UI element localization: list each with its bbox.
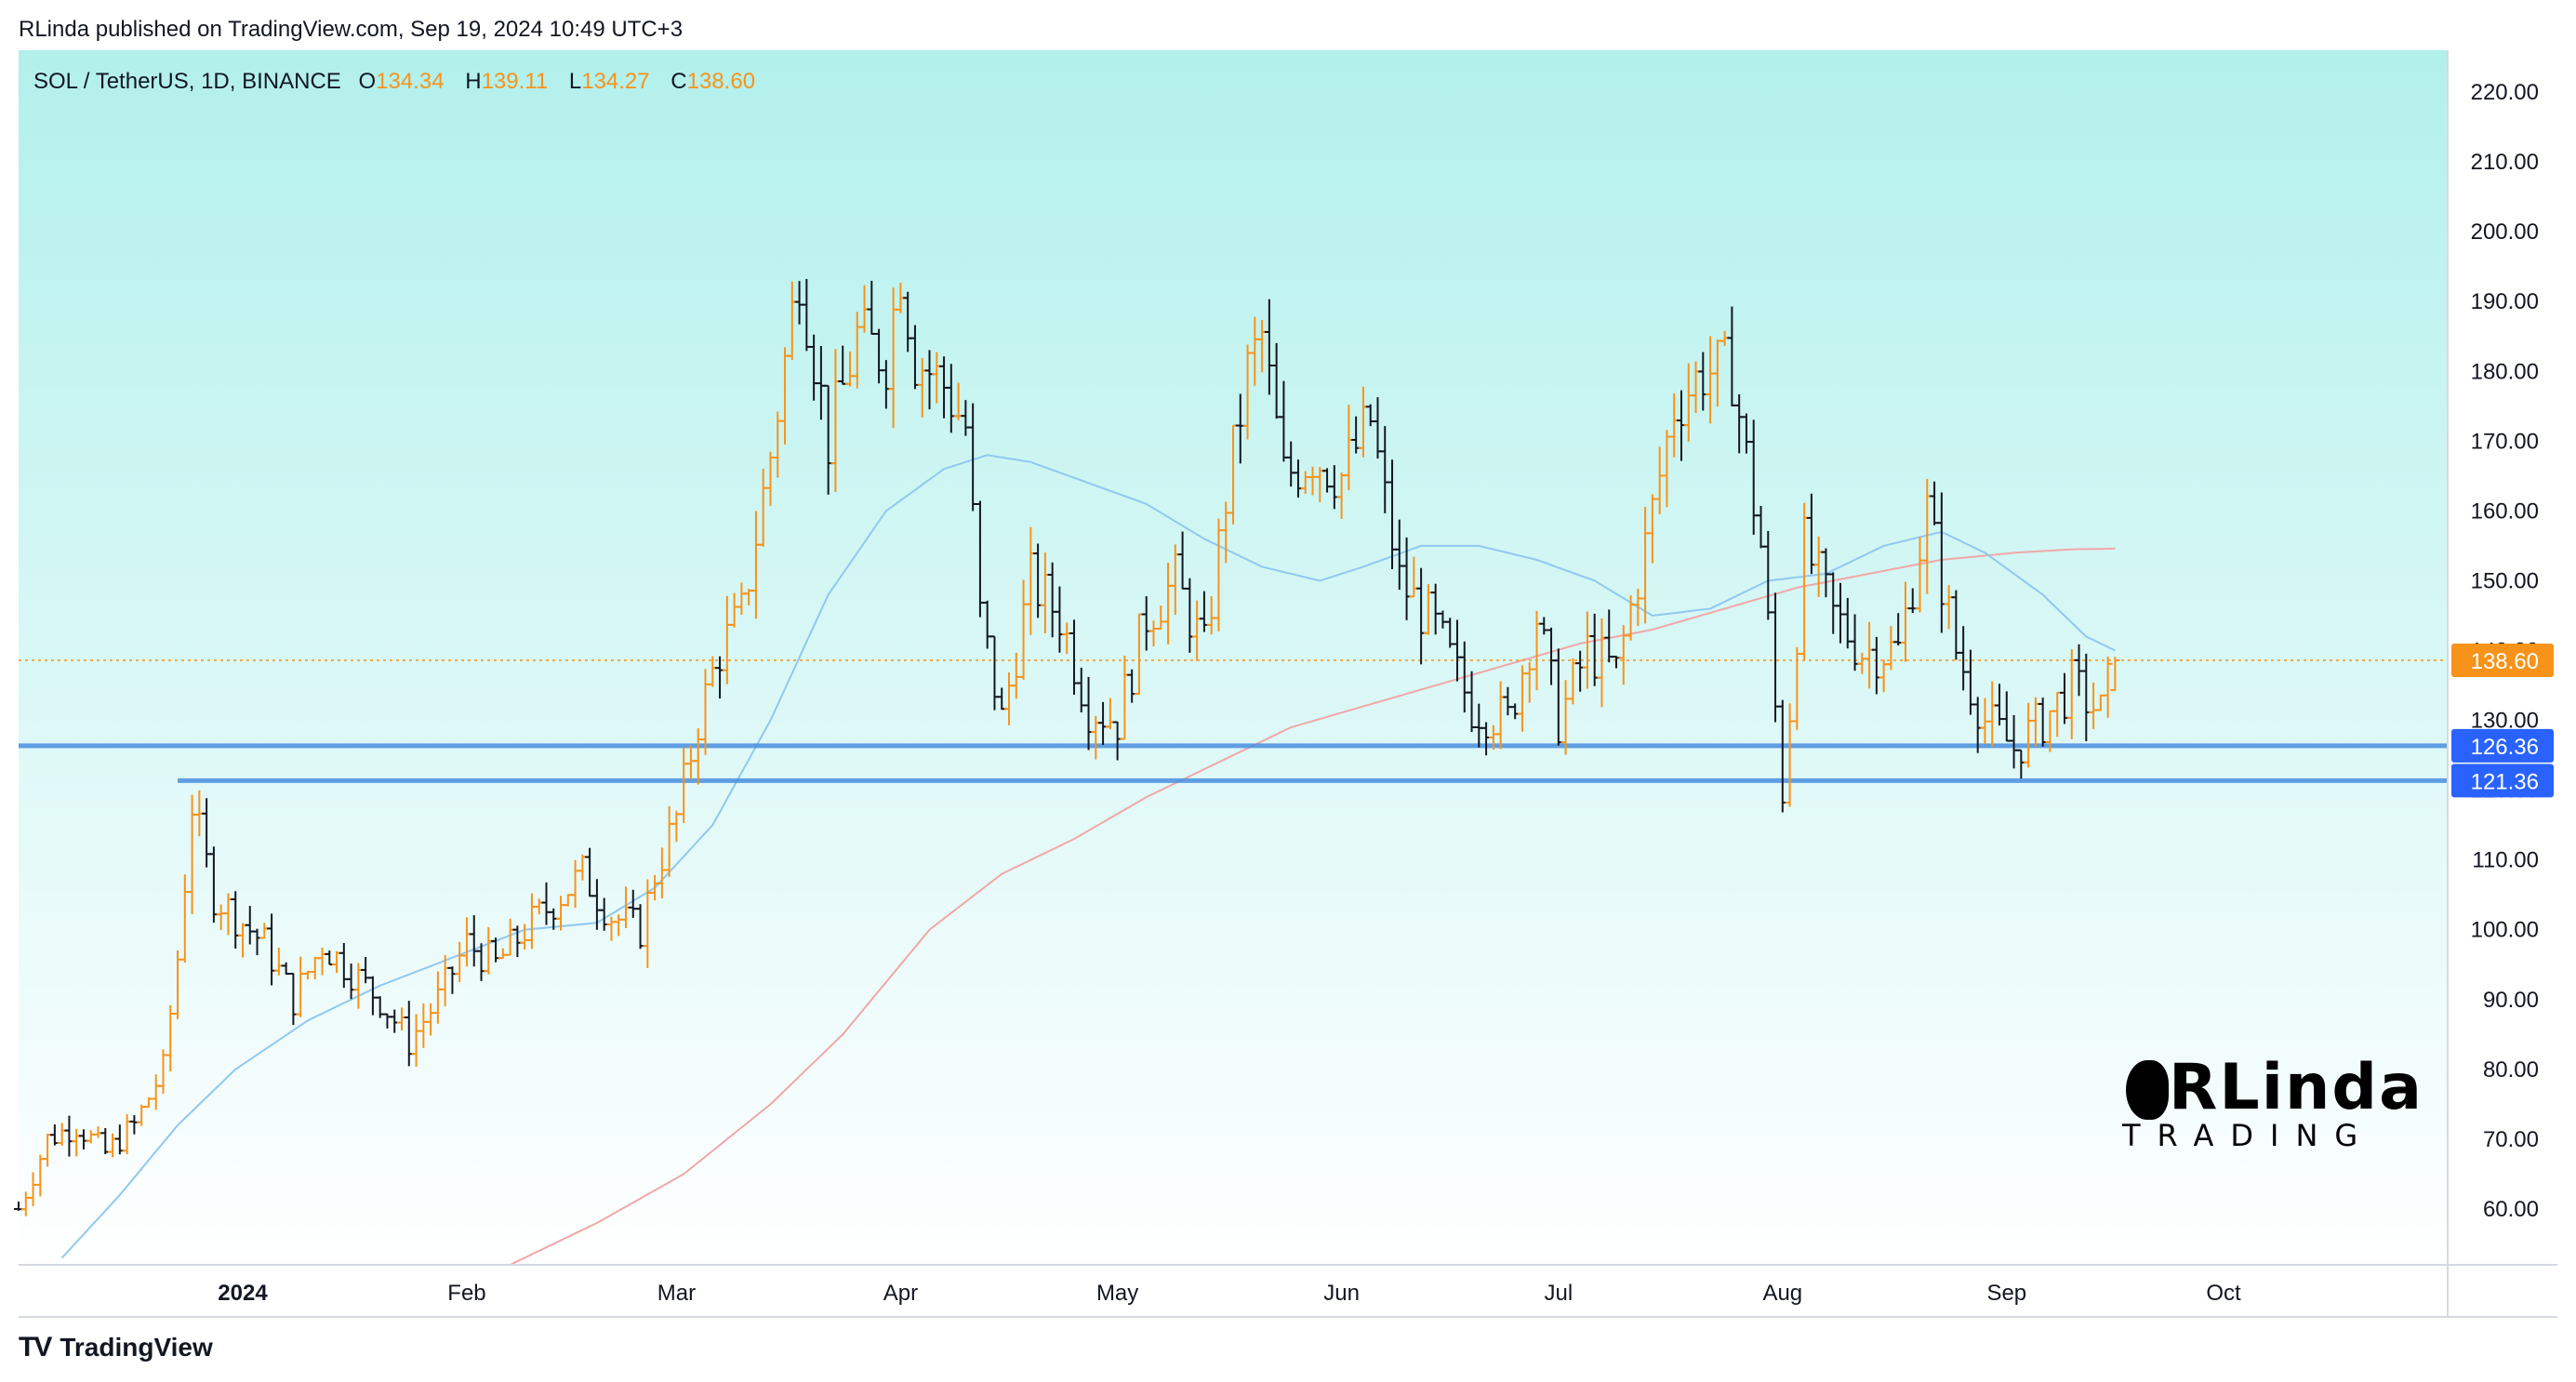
tradingview-brand[interactable]: TV TradingView [19, 1332, 213, 1363]
ma50-line [60, 454, 2116, 1259]
open-label: O [358, 69, 377, 94]
low-label: L [568, 69, 582, 94]
last-price-tag-label: 138.60 [2471, 649, 2539, 674]
price-tick-label: 80.00 [2483, 1057, 2539, 1083]
published-by-text: RLinda published on TradingView.com, Sep… [19, 17, 684, 42]
price-tick-label: 210.00 [2471, 150, 2539, 175]
price-tick-label: 160.00 [2471, 498, 2539, 524]
logo-subtitle: TRADING [2122, 1118, 2375, 1153]
time-tick-label: Jul [1544, 1281, 1573, 1306]
plot-background [19, 50, 2448, 1265]
symbol-name: SOL / TetherUS, 1D, BINANCE [33, 69, 341, 94]
level-tag-2-label: 121.36 [2471, 769, 2539, 794]
time-tick-label: Apr [883, 1281, 918, 1306]
level-tag-1-bg [2451, 728, 2554, 763]
rlinda-trading-logo: RLinda TRADING [2122, 1051, 2422, 1153]
time-tick-label: Feb [447, 1281, 485, 1306]
ohlc-bar [2110, 657, 2120, 691]
time-tick-label: Oct [2206, 1281, 2241, 1306]
close-label: C [671, 69, 687, 94]
open-value: 134.34 [376, 69, 445, 94]
price-tick-label: 180.00 [2471, 359, 2539, 384]
rlinda-head-icon [2126, 1060, 2169, 1120]
time-tick-label: Mar [657, 1281, 696, 1306]
time-tick-label: 2024 [218, 1281, 268, 1306]
high-value: 139.11 [481, 69, 549, 94]
level-tag-1-label: 126.36 [2471, 735, 2539, 760]
close-value: 138.60 [686, 69, 756, 94]
price-tick-label: 100.00 [2471, 918, 2539, 943]
price-tick-label: 60.00 [2483, 1197, 2539, 1222]
symbol-info-line: SOL / TetherUS, 1D, BINANCE O134.34 H139… [33, 69, 770, 95]
time-tick-label: Sep [1986, 1281, 2026, 1306]
price-tick-label: 110.00 [2472, 848, 2539, 873]
ma200-line [510, 547, 2116, 1266]
price-tick-label: 220.00 [2471, 80, 2539, 105]
high-label: H [465, 69, 482, 94]
ohlc-bar [2103, 656, 2113, 718]
price-tick-label: 70.00 [2483, 1127, 2539, 1152]
price-tick-label: 150.00 [2471, 568, 2539, 593]
time-tick-label: Aug [1762, 1281, 1802, 1306]
low-value: 134.27 [581, 69, 650, 94]
tradingview-brand-label: TradingView [60, 1333, 213, 1362]
price-tick-label: 170.00 [2471, 429, 2539, 454]
price-tick-label: 90.00 [2483, 988, 2539, 1013]
tradingview-logo-icon: TV [19, 1332, 52, 1362]
last-price-tag-bg [2451, 644, 2554, 678]
logo-title: RLinda [2169, 1051, 2423, 1124]
time-tick-label: Jun [1323, 1281, 1360, 1306]
time-tick-label: May [1096, 1281, 1138, 1306]
level-tag-2-bg [2451, 764, 2554, 798]
price-tick-label: 190.00 [2471, 289, 2539, 314]
price-tick-label: 200.00 [2471, 219, 2539, 245]
